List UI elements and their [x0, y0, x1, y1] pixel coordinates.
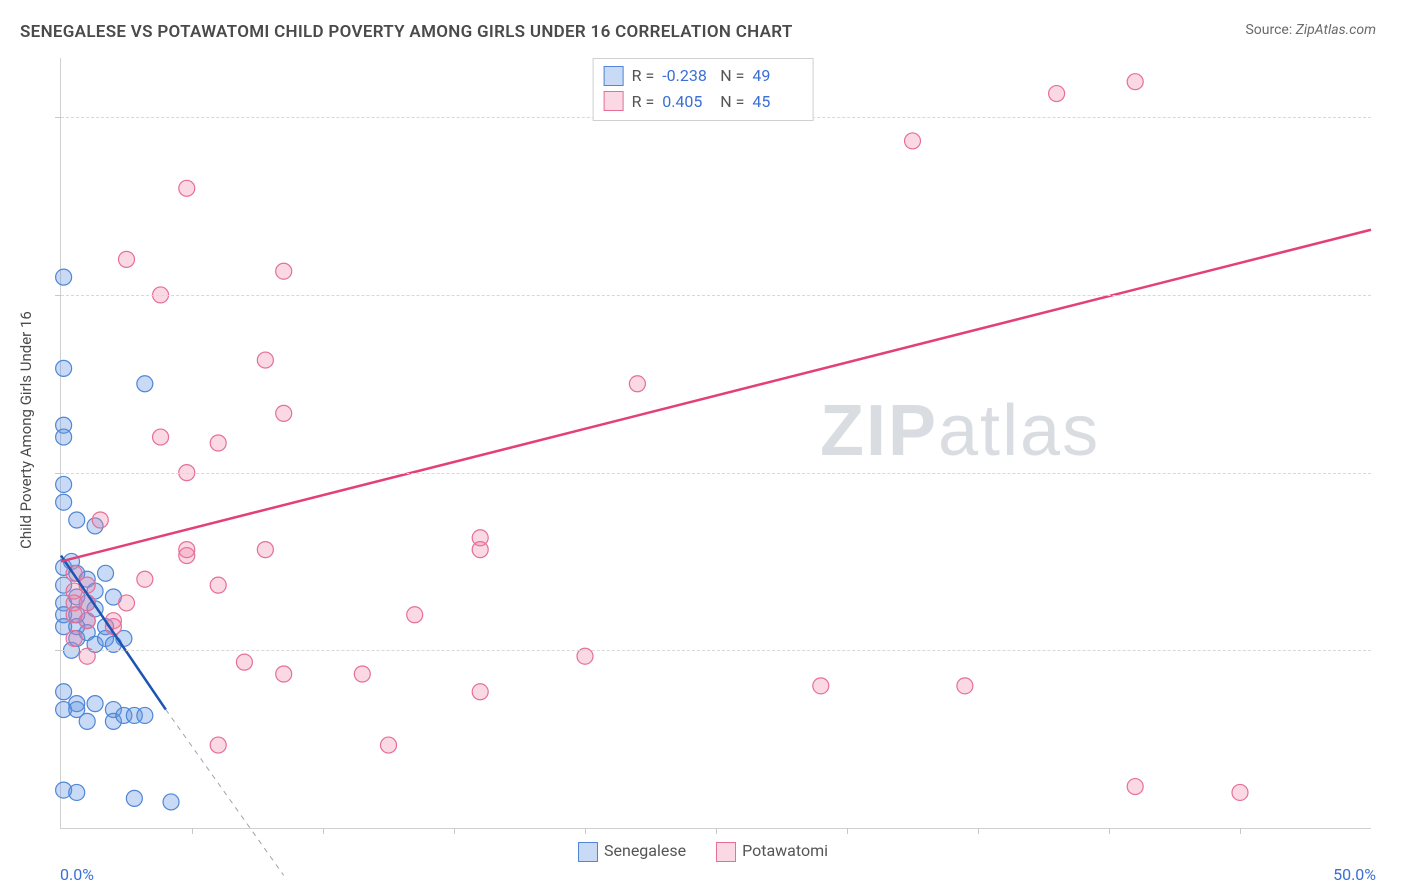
trend-line [61, 230, 1371, 562]
gridline-h [61, 295, 1371, 296]
scatter-point [137, 707, 153, 723]
scatter-point [1049, 86, 1065, 102]
legend-correlation-row: R = -0.238 N = 49 [604, 63, 803, 89]
scatter-point [629, 376, 645, 392]
legend-n-label: N = [720, 63, 744, 89]
scatter-point [1127, 74, 1143, 90]
gridline-h [61, 473, 1371, 474]
legend-correlation-row: R = 0.405 N = 45 [604, 89, 803, 115]
scatter-point [813, 678, 829, 694]
legend-series-label: Senegalese [604, 841, 686, 860]
source-label: Source: [1245, 22, 1292, 38]
legend-series-item: Potawatomi [716, 841, 828, 862]
gridline-h [61, 650, 1371, 651]
scatter-point [179, 180, 195, 196]
trend-line-extrapolation [166, 710, 284, 876]
scatter-point [119, 595, 135, 611]
scatter-point [1232, 784, 1248, 800]
scatter-point [126, 790, 142, 806]
scatter-point [56, 360, 72, 376]
y-axis-label: Child Poverty Among Girls Under 16 [17, 311, 35, 549]
legend-r-value: -0.238 [662, 63, 712, 89]
legend-n-value: 45 [752, 89, 802, 115]
y-tickmark [55, 473, 61, 474]
x-tickmark [847, 828, 848, 834]
scatter-point [56, 494, 72, 510]
legend-r-value: 0.405 [662, 89, 712, 115]
y-tickmark [55, 650, 61, 651]
plot-area: 15.0%30.0%45.0%60.0% [60, 58, 1371, 829]
legend-r-label: R = [632, 89, 655, 115]
scatter-point [276, 405, 292, 421]
scatter-point [236, 654, 252, 670]
legend-r-label: R = [632, 63, 655, 89]
x-tickmark [978, 828, 979, 834]
legend-swatch [604, 66, 624, 86]
legend-correlation: R = -0.238 N = 49 R = 0.405 N = 45 [593, 58, 814, 121]
scatter-point [276, 666, 292, 682]
scatter-point [137, 571, 153, 587]
y-tickmark [55, 295, 61, 296]
scatter-point [163, 794, 179, 810]
legend-swatch [604, 91, 624, 111]
legend-n-value: 49 [752, 63, 802, 89]
x-tickmark [454, 828, 455, 834]
scatter-point [354, 666, 370, 682]
scatter-point [381, 737, 397, 753]
scatter-point [407, 607, 423, 623]
x-tick-0: 0.0% [60, 865, 94, 884]
scatter-point [153, 429, 169, 445]
scatter-point [210, 577, 226, 593]
legend-series: Senegalese Potawatomi [578, 841, 828, 862]
scatter-point [210, 737, 226, 753]
scatter-point [87, 696, 103, 712]
scatter-point [210, 435, 226, 451]
scatter-point [137, 376, 153, 392]
legend-n-label: N = [720, 89, 744, 115]
scatter-point [276, 263, 292, 279]
chart-container: SENEGALESE VS POTAWATOMI CHILD POVERTY A… [0, 0, 1406, 892]
legend-swatch [716, 842, 736, 862]
scatter-point [472, 684, 488, 700]
scatter-point [257, 542, 273, 558]
scatter-point [56, 269, 72, 285]
scatter-point [98, 565, 114, 581]
y-tickmark [55, 117, 61, 118]
x-tickmark [192, 828, 193, 834]
scatter-point [66, 630, 82, 646]
scatter-point [905, 133, 921, 149]
scatter-point [56, 684, 72, 700]
scatter-point [56, 429, 72, 445]
scatter-point [92, 512, 108, 528]
legend-series-item: Senegalese [578, 841, 686, 862]
scatter-point [69, 784, 85, 800]
x-tickmark [323, 828, 324, 834]
x-tickmark [1109, 828, 1110, 834]
source-value: ZipAtlas.com [1296, 22, 1376, 38]
scatter-point [179, 548, 195, 564]
scatter-point [472, 542, 488, 558]
x-tick-1: 50.0% [1333, 865, 1376, 884]
scatter-point [957, 678, 973, 694]
plot-svg [61, 58, 1371, 828]
scatter-point [69, 512, 85, 528]
legend-swatch [578, 842, 598, 862]
scatter-point [79, 613, 95, 629]
scatter-point [79, 713, 95, 729]
x-tickmark [1240, 828, 1241, 834]
source-attribution: Source: ZipAtlas.com [1245, 22, 1376, 38]
chart-title: SENEGALESE VS POTAWATOMI CHILD POVERTY A… [20, 22, 793, 42]
scatter-point [56, 476, 72, 492]
scatter-point [1127, 779, 1143, 795]
x-tickmark [716, 828, 717, 834]
scatter-point [119, 251, 135, 267]
legend-series-label: Potawatomi [742, 841, 828, 860]
x-tickmark [585, 828, 586, 834]
scatter-point [257, 352, 273, 368]
